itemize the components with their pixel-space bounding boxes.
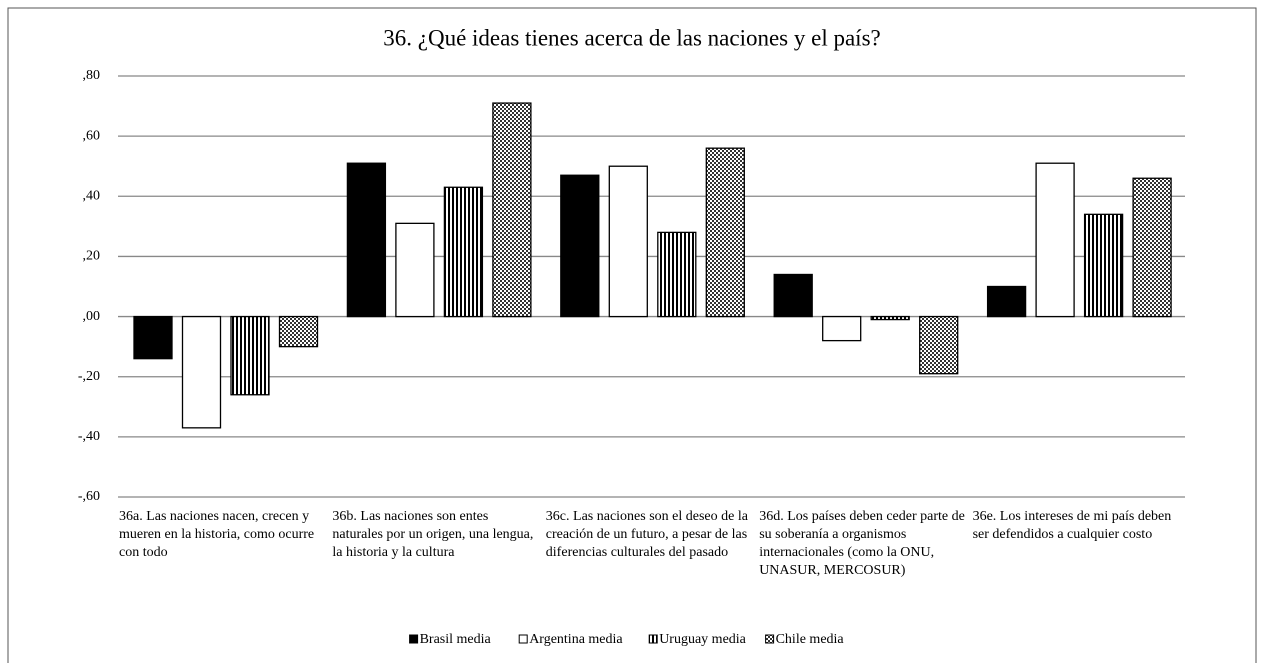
x-tick-label: 36e. Los intereses de mi país deben ser … (972, 509, 1172, 542)
bar (133, 315, 173, 360)
bar (919, 315, 959, 375)
bar (657, 231, 697, 318)
y-tick-label: ,60 (83, 128, 101, 143)
bar (822, 315, 862, 342)
frame (7, 7, 1257, 663)
bar (181, 315, 222, 429)
bar (443, 186, 484, 318)
y-tick-label: -,40 (78, 429, 100, 444)
bar (278, 315, 319, 348)
bar (986, 285, 1027, 318)
y-tick-label: -,20 (78, 369, 100, 384)
legend-swatch (648, 634, 658, 644)
bar (1083, 213, 1124, 318)
legend-label: Brasil media (420, 632, 492, 647)
bar (346, 162, 387, 318)
bar (230, 315, 270, 396)
x-tick-label: 36a. Las naciones nacen, crecen y mueren… (119, 509, 315, 560)
legend-label: Uruguay media (659, 632, 746, 647)
bar (492, 102, 532, 318)
bar (1035, 162, 1075, 318)
chart-title: 36. ¿Qué ideas tienes acerca de las naci… (383, 25, 880, 50)
bar (560, 174, 600, 318)
y-tick-label: ,20 (83, 249, 101, 264)
y-tick-label: ,00 (83, 309, 101, 324)
y-tick-label: ,40 (83, 189, 101, 204)
legend-swatch (765, 634, 775, 644)
legend-swatch (409, 634, 419, 644)
x-tick-label: 36b. Las naciones son entes naturales po… (332, 509, 534, 560)
bar (1132, 177, 1172, 318)
legend-label: Chile media (776, 632, 845, 647)
y-tick-label: -,60 (78, 489, 100, 504)
legend-label: Argentina media (529, 632, 623, 647)
bar (608, 165, 648, 318)
bar (870, 315, 910, 321)
x-tick-label: 36d. Los países deben ceder parte de su … (759, 509, 965, 578)
y-tick-label: ,80 (83, 68, 101, 83)
legend-swatch (518, 634, 528, 644)
bar (773, 273, 813, 318)
bar (705, 147, 745, 318)
x-tick-label: 36c. Las naciones son el deseo de la cre… (545, 509, 748, 560)
bar (395, 222, 435, 318)
